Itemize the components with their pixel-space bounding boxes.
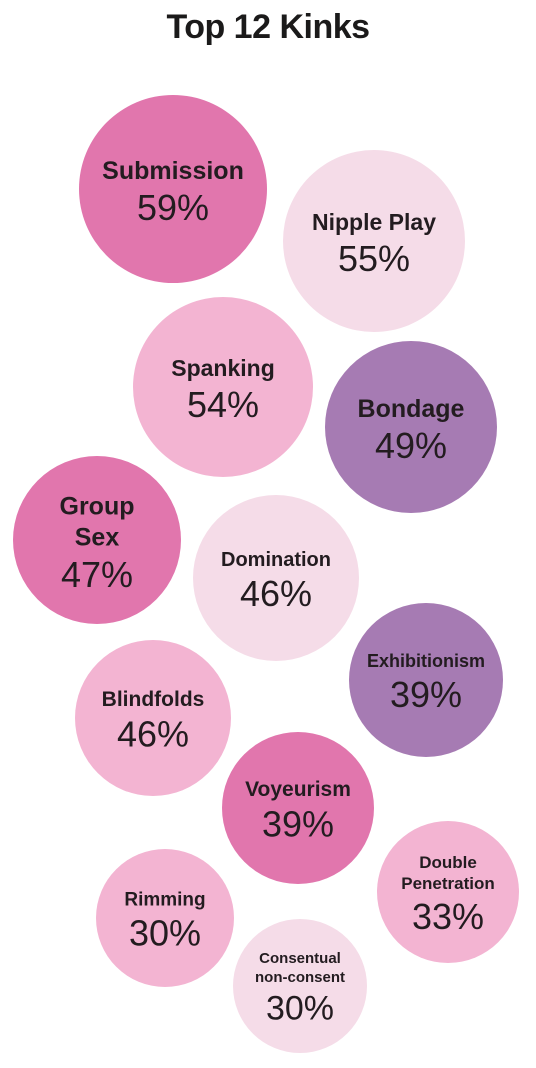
bubble-label: Consentual	[259, 950, 341, 967]
bubble-value: 30%	[129, 912, 201, 953]
bubble-circle	[233, 919, 367, 1053]
bubble-circle	[193, 495, 359, 661]
bubble-circle	[133, 297, 313, 477]
chart-title: Top 12 Kinks	[166, 8, 370, 46]
bubble-label: Rimming	[124, 889, 205, 910]
bubble-value: 46%	[240, 573, 312, 614]
bubble-label: Bondage	[358, 395, 465, 423]
bubble-value: 49%	[375, 425, 447, 466]
bubble-label: Spanking	[171, 355, 275, 381]
bubble-label: Voyeurism	[245, 778, 351, 801]
bubble-double-penetration: Double Penetration 33%	[377, 821, 519, 963]
bubble-spanking: Spanking 54%	[133, 297, 313, 477]
bubble-label: Blindfolds	[102, 688, 205, 711]
bubble-label: Domination	[221, 549, 331, 571]
bubble-label: non-consent	[255, 969, 345, 986]
bubble-voyeurism: Voyeurism 39%	[222, 732, 374, 884]
bubble-value: 39%	[262, 804, 334, 845]
bubble-value: 39%	[390, 674, 462, 715]
bubble-label: Group	[60, 492, 135, 520]
bubble-circle	[79, 95, 267, 283]
bubble-label: Sex	[75, 524, 120, 552]
bubble-circle	[96, 849, 234, 987]
bubble-value: 59%	[137, 187, 209, 228]
bubble-label: Submission	[102, 157, 244, 185]
bubble-value: 33%	[412, 896, 484, 937]
bubble-value: 54%	[187, 384, 259, 425]
bubble-label: Nipple Play	[312, 209, 436, 235]
bubble-value: 46%	[117, 714, 189, 755]
bubble-circle	[222, 732, 374, 884]
bubble-circle	[13, 456, 181, 624]
bubble-blindfolds: Blindfolds 46%	[75, 640, 231, 796]
bubble-consentual-non-consent: Consentual non-consent 30%	[233, 919, 367, 1053]
bubble-circle	[377, 821, 519, 963]
bubble-circle	[325, 341, 497, 513]
bubble-nipple-play: Nipple Play 55%	[283, 150, 465, 332]
bubble-label: Penetration	[401, 874, 495, 893]
bubble-exhibitionism: Exhibitionism 39%	[349, 603, 503, 757]
bubble-label: Double	[419, 853, 477, 872]
bubble-circle	[349, 603, 503, 757]
bubble-circle	[75, 640, 231, 796]
bubble-value: 30%	[266, 990, 334, 1028]
bubble-label: Exhibitionism	[367, 651, 485, 671]
bubble-value: 55%	[338, 238, 410, 279]
bubble-circle	[283, 150, 465, 332]
bubble-value: 47%	[61, 554, 133, 595]
